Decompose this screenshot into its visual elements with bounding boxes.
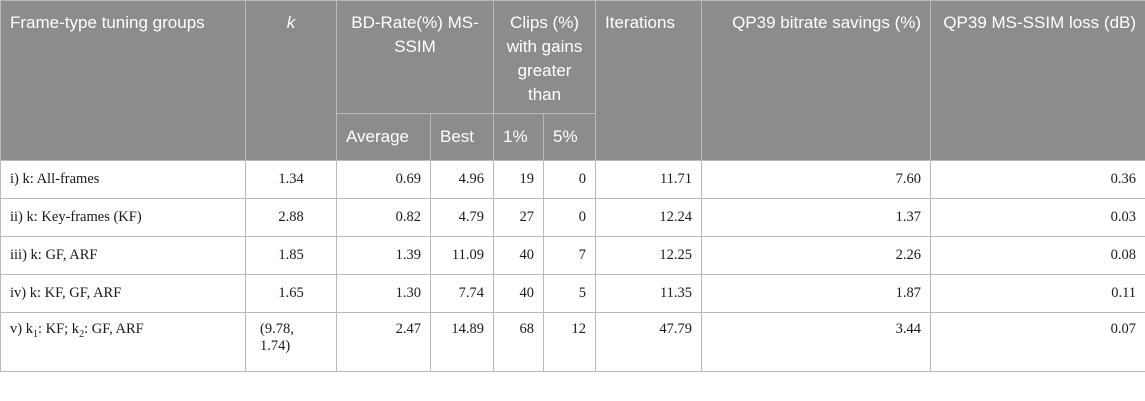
cell-bitrate: 1.37 bbox=[701, 198, 932, 237]
cell-gt1: 19 bbox=[493, 160, 545, 199]
table-row: iii) k: GF, ARF 1.85 1.39 11.09 40 7 12.… bbox=[0, 236, 1145, 275]
cell-gt1: 27 bbox=[493, 198, 545, 237]
group-sub1: 1 bbox=[32, 328, 38, 340]
cell-iterations: 12.24 bbox=[595, 198, 703, 237]
header-qp39-bitrate: QP39 bitrate savings (%) bbox=[701, 0, 932, 161]
table-row: iv) k: KF, GF, ARF 1.65 1.30 7.74 40 5 1… bbox=[0, 274, 1145, 313]
header-clips: Clips (%) with gains greater than bbox=[493, 0, 597, 114]
cell-k: 2.88 bbox=[245, 198, 337, 237]
cell-loss: 0.03 bbox=[930, 198, 1145, 237]
cell-k: 1.65 bbox=[245, 274, 337, 313]
cell-iterations: 12.25 bbox=[595, 236, 703, 275]
cell-best: 14.89 bbox=[429, 312, 495, 372]
cell-k: 1.85 bbox=[245, 236, 337, 275]
cell-average: 0.82 bbox=[336, 198, 431, 237]
cell-iterations: 11.71 bbox=[595, 160, 703, 199]
header-row: Frame-type tuning groups k BD-Rate(%) MS… bbox=[0, 0, 1145, 161]
header-qp39-msssim: QP39 MS-SSIM loss (dB) bbox=[930, 0, 1145, 161]
header-group: Frame-type tuning groups bbox=[0, 0, 246, 161]
table-row: ii) k: Key-frames (KF) 2.88 0.82 4.79 27… bbox=[0, 198, 1145, 237]
cell-average: 0.69 bbox=[336, 160, 431, 199]
cell-bitrate: 3.44 bbox=[701, 312, 932, 372]
cell-gt5: 0 bbox=[543, 198, 597, 237]
cell-group: ii) k: Key-frames (KF) bbox=[0, 198, 246, 237]
header-k: k bbox=[245, 0, 337, 161]
cell-bitrate: 1.87 bbox=[701, 274, 932, 313]
cell-group: iii) k: GF, ARF bbox=[0, 236, 246, 275]
cell-average: 2.47 bbox=[336, 312, 431, 372]
cell-best: 11.09 bbox=[429, 236, 495, 275]
cell-gt1: 40 bbox=[493, 274, 545, 313]
cell-iterations: 11.35 bbox=[595, 274, 703, 313]
cell-gt1: 68 bbox=[493, 312, 545, 372]
cell-k: 1.34 bbox=[245, 160, 337, 199]
cell-loss: 0.36 bbox=[930, 160, 1145, 199]
cell-gt5: 7 bbox=[543, 236, 597, 275]
cell-iterations: 47.79 bbox=[595, 312, 703, 372]
cell-group: v) k1: KF; k2: GF, ARF bbox=[0, 312, 246, 372]
cell-gt1: 40 bbox=[493, 236, 545, 275]
table-row: v) k1: KF; k2: GF, ARF (9.78, 1.74) 2.47… bbox=[0, 312, 1145, 372]
table-row: i) k: All-frames 1.34 0.69 4.96 19 0 11.… bbox=[0, 160, 1145, 199]
header-bdrate: BD-Rate(%) MS-SSIM bbox=[335, 0, 495, 114]
cell-group: i) k: All-frames bbox=[0, 160, 246, 199]
cell-k: (9.78, 1.74) bbox=[245, 312, 337, 372]
cell-gt5: 0 bbox=[543, 160, 597, 199]
group-prefix: v) k bbox=[10, 321, 33, 337]
cell-gt5: 5 bbox=[543, 274, 597, 313]
cell-gt5: 12 bbox=[543, 312, 597, 372]
subheader-average: Average bbox=[336, 113, 431, 161]
cell-bitrate: 7.60 bbox=[701, 160, 932, 199]
subheader-gt5: 5% bbox=[543, 113, 597, 161]
header-iterations: Iterations bbox=[595, 0, 703, 161]
cell-bitrate: 2.26 bbox=[701, 236, 932, 275]
results-table: Frame-type tuning groups k BD-Rate(%) MS… bbox=[0, 0, 1145, 372]
group-mid: : KF; k bbox=[37, 321, 80, 337]
cell-average: 1.30 bbox=[336, 274, 431, 313]
group-suffix: : GF, ARF bbox=[84, 321, 144, 337]
cell-loss: 0.08 bbox=[930, 236, 1145, 275]
cell-loss: 0.07 bbox=[930, 312, 1145, 372]
cell-best: 4.96 bbox=[429, 160, 495, 199]
cell-average: 1.39 bbox=[336, 236, 431, 275]
subheader-best: Best bbox=[429, 113, 495, 161]
cell-loss: 0.11 bbox=[930, 274, 1145, 313]
subheader-row: Average Best 1% 5% bbox=[1, 113, 1145, 161]
cell-best: 4.79 bbox=[429, 198, 495, 237]
group-sub2: 2 bbox=[79, 328, 85, 340]
cell-best: 7.74 bbox=[429, 274, 495, 313]
subheader-gt1: 1% bbox=[493, 113, 545, 161]
cell-group: iv) k: KF, GF, ARF bbox=[0, 274, 246, 313]
